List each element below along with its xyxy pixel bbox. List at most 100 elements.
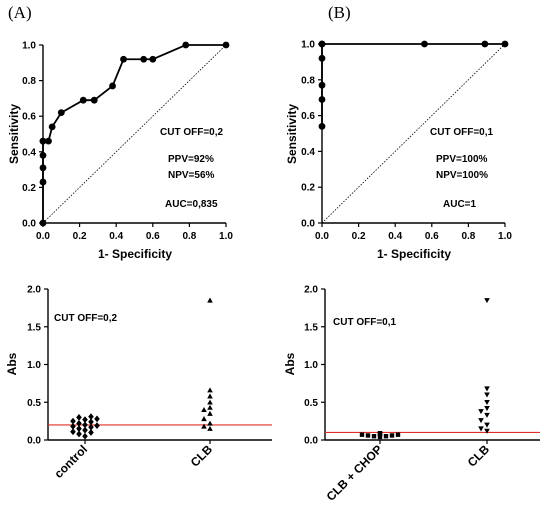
roc-point [182, 41, 190, 49]
x-axis-title-b: 1- Specificity [377, 247, 451, 261]
data-point [484, 428, 490, 434]
y-tick-label: 2.0 [304, 285, 318, 296]
data-point [377, 434, 383, 440]
y-tick-label: 0.8 [22, 76, 36, 87]
diagonal-reference [321, 43, 506, 224]
x-ticks-a: 0.0 0.2 0.4 0.6 0.8 1.0 [36, 223, 233, 242]
x-tick-label: 0.8 [182, 231, 196, 242]
data-point [76, 425, 82, 433]
data-point [484, 386, 490, 392]
roc-point [421, 40, 428, 48]
x-tick-label: 0.8 [461, 231, 475, 242]
y-ticks-d: 0.0 0.5 1.0 1.5 2.0 [304, 285, 325, 447]
y-axis-title-c: Abs [5, 352, 19, 375]
y-tick-label: 2.0 [27, 285, 41, 296]
y-tick-label: 1.0 [301, 40, 315, 51]
data-point [377, 431, 383, 436]
data-point [383, 434, 389, 439]
roc-point [318, 54, 326, 62]
y-tick-label: 0.5 [27, 398, 41, 409]
roc-line [42, 44, 226, 223]
roc-point [149, 55, 157, 63]
dotplot-panel-c: 0.0 0.5 1.0 1.5 2.0 control CLB Abs CUT OFF=0… [5, 285, 272, 481]
ppv-label-a: PPV=92% [168, 154, 214, 165]
data-point [88, 429, 94, 436]
y-tick-label: 1.0 [304, 360, 318, 371]
y-tick-label: 0.4 [301, 147, 315, 158]
x-axis-title-a: 1- Specificity [98, 247, 172, 261]
data-point [82, 416, 88, 424]
data-point [207, 420, 213, 426]
diagonal-reference [42, 44, 227, 224]
y-tick-label: 0.5 [304, 398, 318, 409]
category-labels-c: control CLB [51, 440, 215, 481]
category-label: control [51, 442, 90, 481]
data-point [484, 406, 490, 412]
data-point [70, 428, 76, 436]
y-tick-label: 1.0 [27, 360, 41, 371]
data-point [207, 399, 213, 405]
data-point [484, 422, 490, 428]
cutoff-label-a: CUT OFF=0,2 [160, 127, 224, 138]
roc-point [120, 55, 127, 63]
roc-point [57, 109, 65, 117]
data-point [484, 412, 490, 418]
data-point [94, 422, 100, 430]
reference-line-a [42, 44, 227, 224]
roc-point [45, 137, 52, 145]
y-tick-label: 0.0 [304, 436, 318, 447]
roc-point [48, 123, 56, 131]
roc-point [318, 81, 326, 89]
data-point [201, 407, 207, 413]
y-tick-label: 0.6 [301, 111, 315, 122]
y-axis-title-a: Sensitivity [7, 104, 21, 164]
y-tick-label: 0.2 [22, 183, 36, 194]
roc-curve-b [318, 40, 509, 130]
roc-point [222, 41, 230, 49]
data-point [88, 418, 94, 426]
x-tick-label: 0.2 [352, 231, 366, 242]
roc-point [39, 219, 47, 227]
panel-label-a: (A) [8, 3, 32, 22]
x-tick-label: 0.2 [73, 231, 87, 242]
roc-point [39, 164, 47, 172]
data-point [207, 297, 213, 303]
category-label: CLB [465, 442, 493, 470]
roc-panel-b: (B) 0.0 0.2 0.4 0.6 0.8 1.0 0.0 0.2 0.4 0.6 0.8 1.… [285, 3, 512, 261]
y-ticks-b: 0.0 0.2 0.4 0.6 0.8 1.0 [301, 40, 322, 230]
data-point [207, 425, 213, 431]
ppv-label-b: PPV=100% [436, 154, 488, 165]
reference-line-b [321, 43, 506, 224]
data-point [76, 419, 82, 427]
x-tick-label: 0.4 [388, 231, 402, 242]
data-point [70, 423, 76, 430]
x-tick-label: 1.0 [219, 231, 233, 242]
y-tick-label: 1.5 [304, 322, 318, 333]
data-point [478, 409, 484, 415]
roc-point [90, 96, 98, 104]
cutoff-label-c: CUT OFF=0,2 [54, 313, 118, 324]
x-tick-label: 0.6 [425, 231, 439, 242]
y-tick-label: 0.0 [27, 436, 41, 447]
data-point [76, 430, 82, 438]
x-tick-label: 0.4 [109, 231, 123, 242]
data-point [389, 433, 395, 438]
roc-point [318, 40, 326, 48]
y-axis-title-d: Abs [283, 352, 297, 375]
y-tick-label: 0.2 [301, 183, 315, 194]
x-tick-label: 0.6 [146, 231, 160, 242]
roc-point [318, 122, 326, 130]
data-point [207, 410, 213, 416]
y-ticks-c: 0.0 0.5 1.0 1.5 2.0 [27, 285, 48, 447]
data-point [359, 432, 365, 437]
data-point [484, 298, 490, 304]
data-point [207, 393, 213, 399]
data-point [70, 417, 76, 425]
data-points-d [359, 298, 490, 440]
data-point [82, 421, 88, 429]
data-point [94, 415, 100, 423]
y-ticks-a: 0.0 0.2 0.4 0.6 0.8 1.0 [22, 41, 43, 230]
roc-point [79, 96, 87, 104]
x-tick-label: 0.0 [315, 231, 329, 242]
